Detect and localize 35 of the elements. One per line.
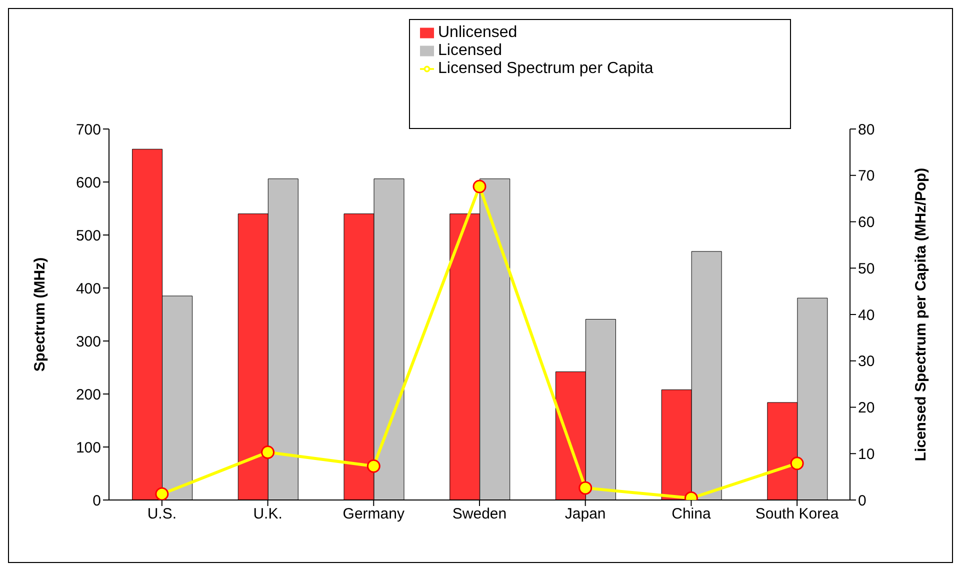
legend-label: Licensed Spectrum per Capita — [438, 60, 654, 77]
y2-tick-label: 60 — [858, 214, 875, 232]
y2-tick-label: 80 — [858, 121, 875, 138]
point — [155, 487, 169, 500]
y-tick-label: 500 — [76, 227, 101, 244]
y-tick-label: 700 — [76, 121, 101, 138]
y-tick-label: 400 — [76, 280, 101, 298]
x-tick-label: U.S. — [147, 506, 177, 523]
y-tick-label: 600 — [76, 174, 101, 192]
point — [261, 445, 275, 459]
x-tick-label: U.K. — [253, 506, 282, 523]
x-tick-label: South Korea — [755, 506, 840, 523]
y2-tick-label: 30 — [858, 353, 875, 370]
y2-tick-label: 0 — [858, 492, 866, 510]
point — [790, 456, 804, 470]
point — [578, 481, 592, 495]
y2-axis-title: Licensed Spectrum per Capita (MHz/Pop) — [912, 168, 930, 462]
y-tick-label: 0 — [92, 492, 101, 510]
x-tick-label: Germany — [342, 506, 405, 523]
legend-label: Licensed — [438, 42, 502, 59]
y2-tick-label: 70 — [858, 168, 875, 185]
x-tick-label: China — [672, 506, 712, 523]
legend-label: Unlicensed — [438, 24, 518, 41]
x-tick-label: Japan — [564, 506, 606, 523]
y2-tick-label: 50 — [858, 260, 875, 278]
y-tick-label: 200 — [76, 386, 101, 404]
point — [366, 459, 380, 473]
y-tick-label: 300 — [76, 333, 101, 350]
x-tick-label: Sweden — [452, 506, 507, 523]
y2-tick-label: 40 — [858, 306, 875, 324]
point — [472, 180, 486, 194]
y2-tick-label: 20 — [858, 400, 875, 417]
y-tick-label: 100 — [76, 439, 101, 456]
y-axis-title: Spectrum (MHz) — [31, 257, 48, 372]
y2-tick-label: 10 — [858, 446, 875, 463]
